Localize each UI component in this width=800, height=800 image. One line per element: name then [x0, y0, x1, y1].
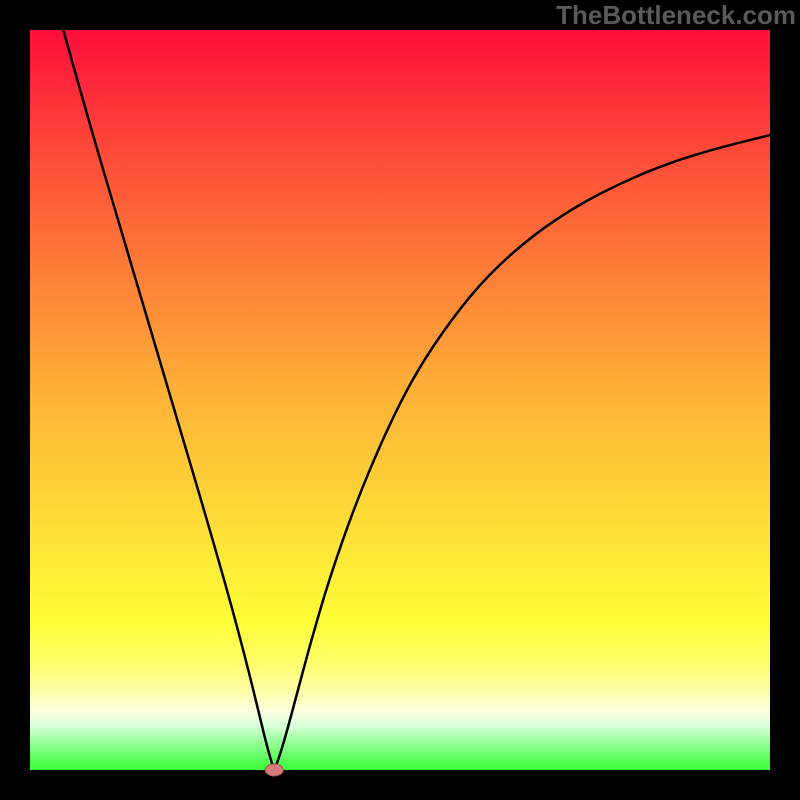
plot-background	[30, 30, 770, 770]
minimum-marker	[265, 764, 283, 776]
bottleneck-chart	[0, 0, 800, 800]
watermark-text: TheBottleneck.com	[556, 0, 796, 31]
chart-container: TheBottleneck.com	[0, 0, 800, 800]
